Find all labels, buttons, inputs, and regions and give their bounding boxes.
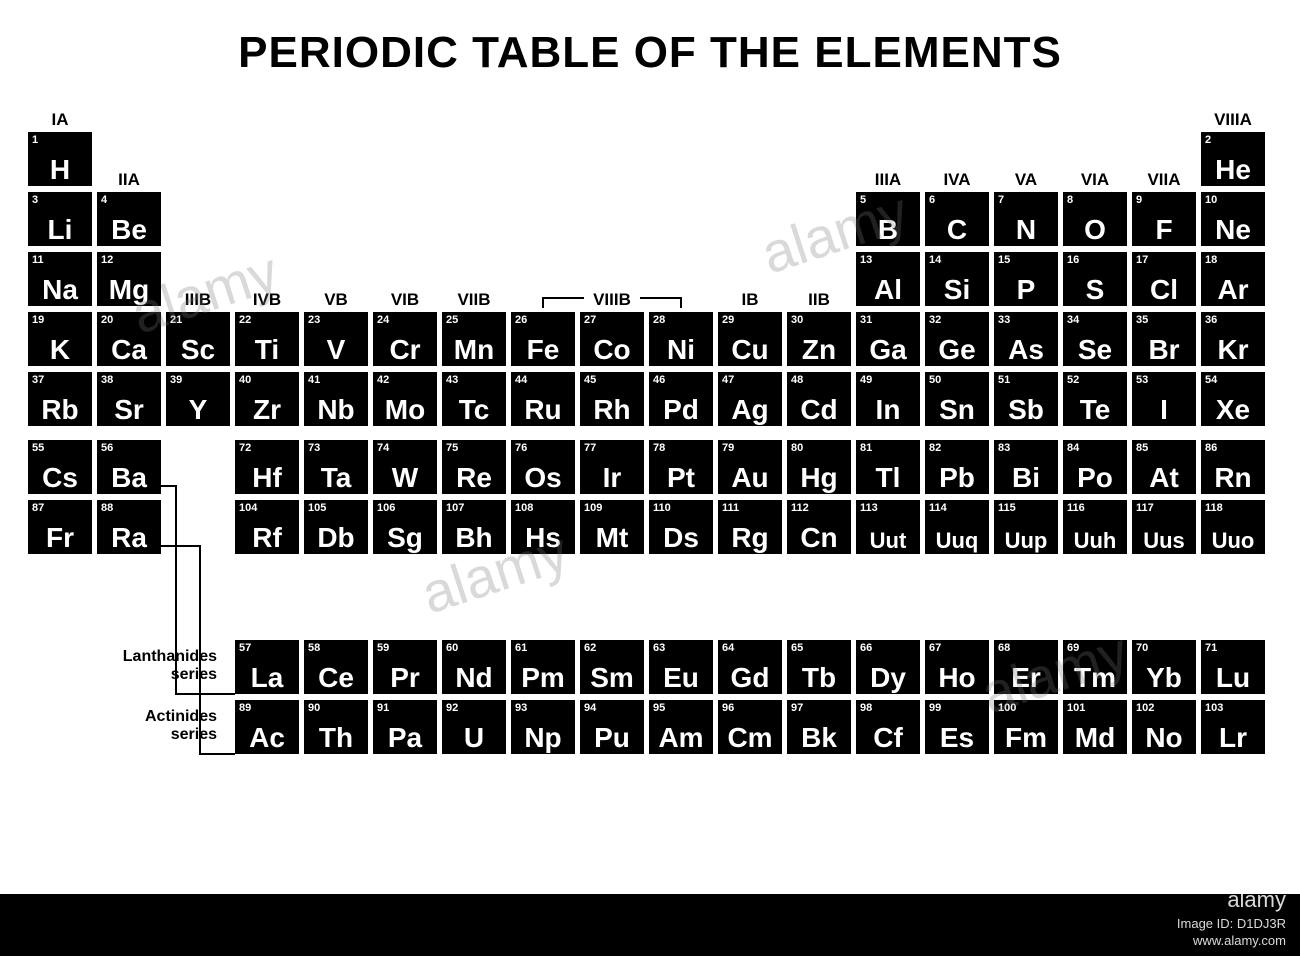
bottom-band [0,894,1300,956]
page-title: PERIODIC TABLE OF THE ELEMENTS [0,0,1300,78]
series-connector [28,108,1270,760]
